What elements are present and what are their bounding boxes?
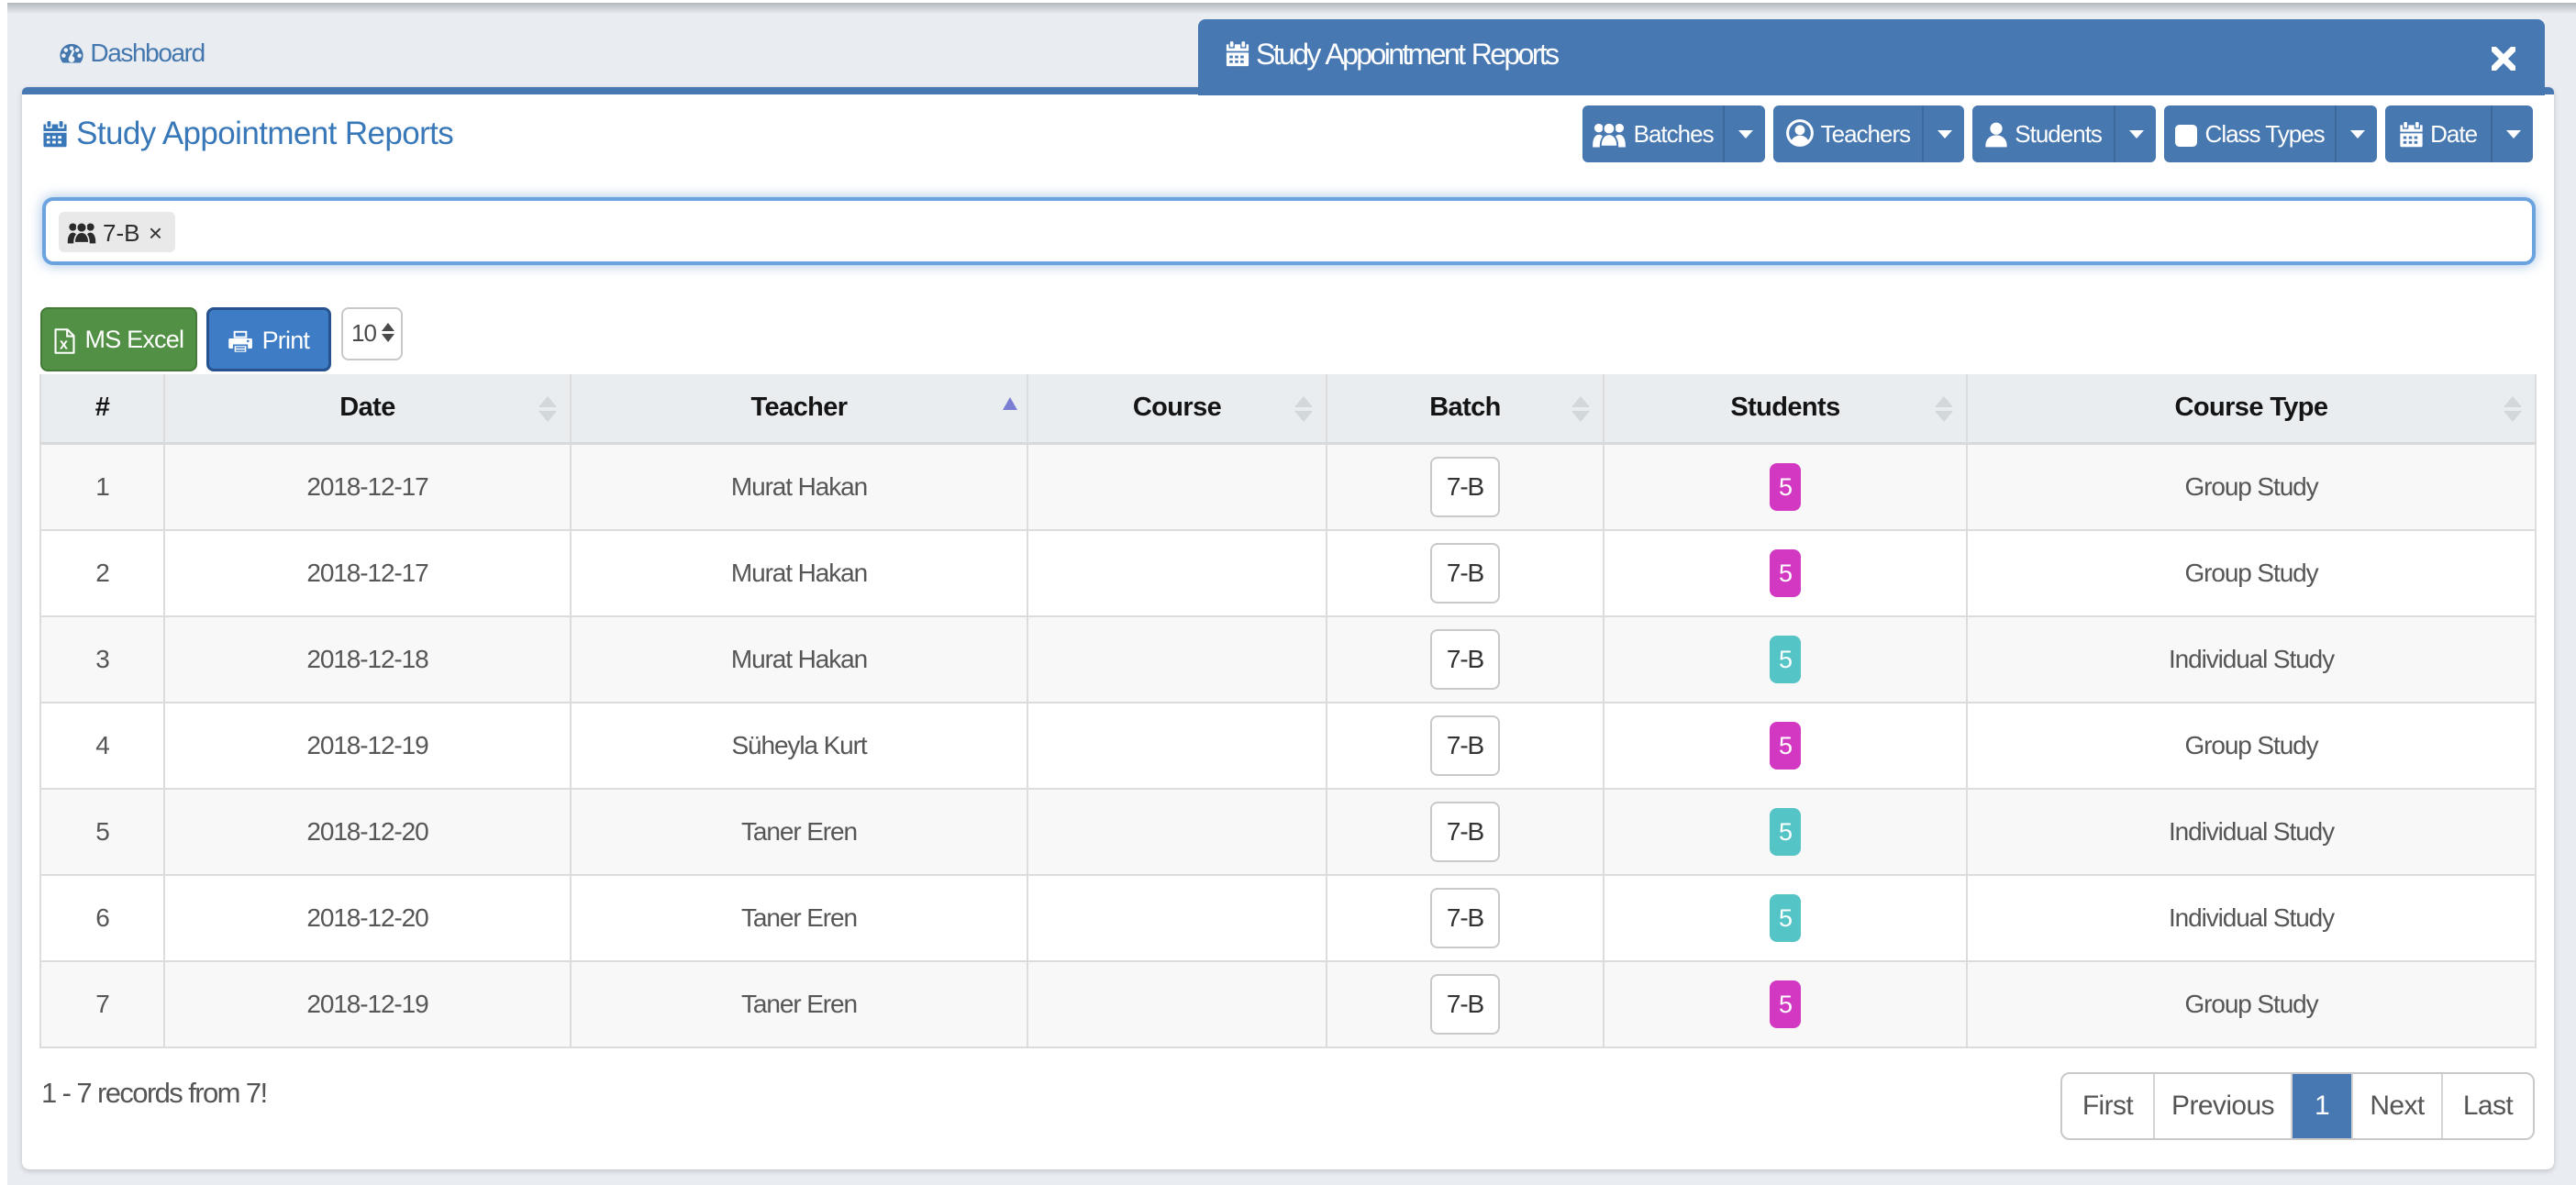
svg-text:x: x <box>60 337 68 353</box>
